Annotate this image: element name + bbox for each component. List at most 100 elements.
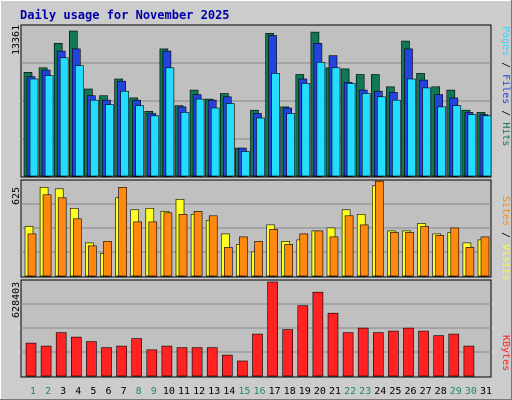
legend-sites: Sites [500,196,511,226]
sites-bar-day-6 [103,241,112,277]
sites-bar-day-5 [88,245,97,277]
legend-kbytes: KBytes [500,335,511,371]
pages-bar-day-11 [180,112,190,177]
kbytes-bar-day-1 [25,342,37,377]
x-label-day-22: 22 [344,386,356,397]
pages-bar-day-21 [331,67,341,177]
sites-bar-day-10 [163,212,173,277]
x-label-day-12: 12 [193,386,205,397]
kbytes-bar-day-18 [282,329,294,377]
kbytes-bar-day-5 [86,341,97,377]
x-label-day-31: 31 [480,386,492,397]
pages-bar-day-23 [361,93,371,177]
x-label-day-1: 1 [30,386,36,397]
pages-bar-day-28 [437,106,447,177]
sites-bar-day-26 [405,232,414,277]
top-panel-bars [23,30,492,177]
x-label-day-11: 11 [178,386,190,397]
x-label-day-8: 8 [136,386,142,397]
x-label-day-18: 18 [284,386,296,397]
sites-bar-day-21 [329,236,339,277]
kbytes-bar-day-23 [357,327,369,377]
x-label-day-30: 30 [465,386,477,397]
kbytes-bar-day-28 [433,335,445,377]
sites-bar-day-31 [480,236,490,277]
pages-bar-day-22 [346,83,356,177]
chart-title: Daily usage for November 2025 [20,8,230,22]
legend-separator: / [500,104,511,122]
pages-bar-day-9 [150,115,160,177]
x-label-day-17: 17 [269,386,281,397]
sites-bar-day-12 [193,211,203,277]
pages-bar-day-7 [120,90,129,177]
legend-visits: Visits [500,244,511,280]
sites-bar-day-2 [42,194,52,277]
legend-middle-text: Sites / Visits [500,196,511,280]
pages-bar-day-20 [316,61,326,177]
kbytes-bar-day-12 [191,347,203,377]
x-label-day-28: 28 [435,386,447,397]
pages-bar-day-18 [286,113,296,177]
x-label-day-25: 25 [389,386,401,397]
sites-bar-day-20 [314,230,324,277]
kbytes-bar-day-13 [206,347,218,377]
kbytes-bar-day-16 [252,333,263,377]
sites-bar-day-19 [299,233,309,277]
kbytes-bar-day-19 [297,305,309,377]
legend-middle: Sites / Visits [500,196,511,280]
kbytes-bar-day-6 [101,347,112,377]
kbytes-bar-day-10 [161,345,173,377]
pages-bar-day-19 [301,83,311,177]
pages-bar-day-5 [90,99,99,177]
legend-pages: Pages [500,26,511,56]
x-label-day-26: 26 [404,386,416,397]
x-label-day-19: 19 [299,386,311,397]
x-label-day-27: 27 [420,386,432,397]
x-label-day-24: 24 [374,386,386,397]
x-label-day-2: 2 [45,386,51,397]
kbytes-bar-day-11 [176,347,188,377]
kbytes-bar-day-2 [40,345,52,377]
x-label-day-15: 15 [238,386,250,397]
sites-bar-day-27 [420,226,429,277]
middle-panel-bars [24,180,490,277]
pages-bar-day-1 [29,78,39,177]
sites-bar-day-14 [224,247,233,277]
sites-bar-day-7 [118,187,127,277]
middle-panel-max-label: 625 [11,187,22,205]
kbytes-bar-day-24 [372,332,384,377]
x-label-day-6: 6 [105,386,111,397]
x-label-day-10: 10 [163,386,175,397]
kbytes-bar-day-9 [146,349,158,377]
sites-bar-day-3 [57,197,67,277]
sites-bar-day-18 [284,244,294,277]
kbytes-bar-day-26 [403,327,414,377]
pages-bar-day-30 [467,114,477,177]
pages-bar-day-29 [452,105,462,177]
kbytes-bar-day-3 [55,332,67,377]
kbytes-bar-day-4 [71,336,82,377]
pages-bar-day-17 [271,73,280,177]
x-label-day-3: 3 [60,386,66,397]
sites-bar-day-30 [465,247,475,277]
kbytes-bar-day-21 [327,312,339,377]
kbytes-bar-day-14 [222,354,233,377]
legend-bottom-text: KBytes [500,335,511,371]
sites-bar-day-23 [359,224,369,277]
pages-bar-day-13 [210,107,220,177]
x-label-day-23: 23 [359,386,371,397]
sites-bar-day-16 [254,241,263,277]
kbytes-bar-day-29 [448,333,460,377]
sites-bar-day-28 [435,235,445,277]
pages-bar-day-16 [256,117,265,177]
sites-bar-day-13 [208,215,218,277]
kbytes-bar-day-30 [463,345,475,377]
kbytes-bar-day-22 [342,332,354,377]
x-label-day-20: 20 [314,386,326,397]
sites-bar-day-24 [374,180,384,277]
sites-bar-day-1 [27,233,37,277]
x-label-day-14: 14 [223,386,235,397]
top-panel-max-label: 13361 [11,25,22,55]
x-label-day-16: 16 [253,386,265,397]
pages-bar-day-10 [165,67,175,177]
